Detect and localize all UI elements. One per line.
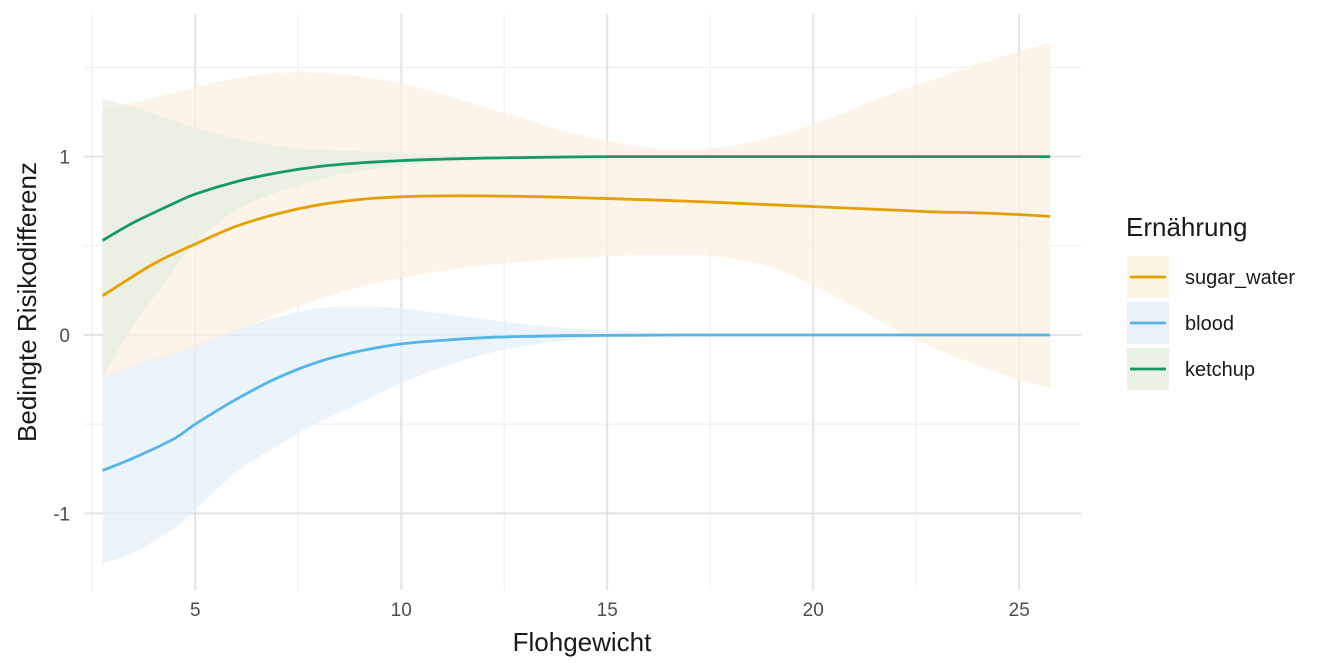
legend-label-ketchup: ketchup <box>1185 359 1255 381</box>
y-tick-label: 1 <box>59 148 70 169</box>
series-lines <box>101 155 1051 472</box>
confidence-bands <box>102 42 1051 564</box>
x-tick-label: 10 <box>391 600 412 621</box>
x-tick-label: 5 <box>190 600 201 621</box>
ribbon-blood <box>102 306 1051 564</box>
legend-label-blood: blood <box>1185 313 1234 335</box>
x-tick-label: 15 <box>597 600 618 621</box>
line-sugar_water <box>101 194 1051 297</box>
line-ketchup <box>101 155 1051 242</box>
ribbon-ketchup <box>102 99 1051 378</box>
axes: 5 10 15 20 25 -1 0 1 <box>53 148 1030 621</box>
x-tick-label: 20 <box>803 600 824 621</box>
x-axis-title: Flohgewicht <box>513 627 653 657</box>
y-tick-label: 0 <box>59 326 70 347</box>
x-tick-label: 25 <box>1009 600 1030 621</box>
ribbon-sugar_water <box>102 42 1051 389</box>
y-axis-title: Bedingte Risikodifferenz <box>12 162 42 442</box>
y-tick-label: -1 <box>53 504 70 525</box>
legend-title: Ernährung <box>1126 212 1247 242</box>
legend-label-sugar_water: sugar_water <box>1185 267 1295 289</box>
line-blood <box>102 333 1051 472</box>
